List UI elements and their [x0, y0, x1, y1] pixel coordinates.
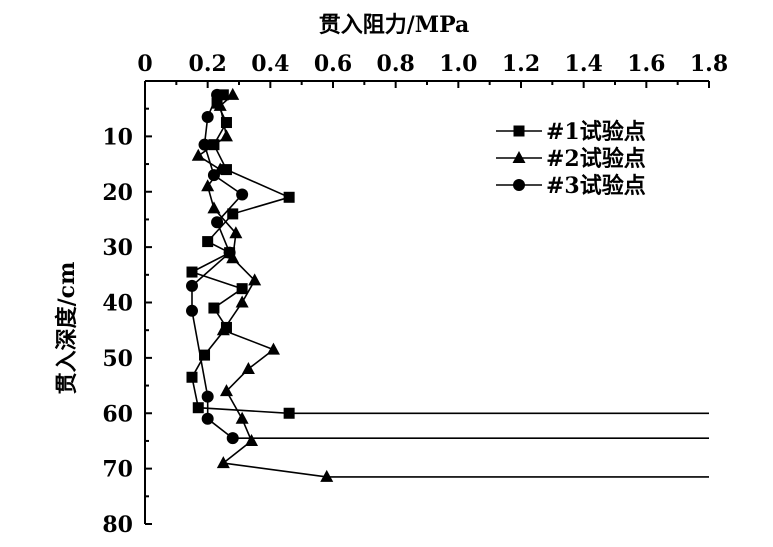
x-tick-label: 0.4	[251, 51, 289, 77]
y-tick-label: 50	[102, 346, 133, 372]
series-1-point	[217, 89, 229, 101]
legend-marker-1	[513, 125, 525, 137]
series-3-point	[198, 138, 211, 151]
x-tick-label: 1.2	[502, 51, 540, 77]
legend-marker-2	[512, 151, 526, 163]
series-2-point	[248, 273, 262, 286]
y-tick-label: 60	[102, 401, 133, 427]
x-tick-label: 0.6	[314, 51, 352, 77]
y-tick-label: 10	[102, 124, 133, 150]
series-1-point	[202, 236, 214, 248]
series-1-point	[236, 283, 248, 295]
series-3-point	[201, 390, 214, 403]
y-tick-label: 70	[102, 457, 133, 483]
series-3	[186, 88, 709, 445]
series-3-point	[236, 188, 249, 201]
series-2-point	[201, 179, 215, 192]
series-2-point	[229, 226, 243, 239]
x-axis-title: 贯入阻力/MPa	[319, 12, 470, 38]
series-1-point	[186, 266, 198, 278]
series-1-point	[208, 302, 220, 314]
series-layer	[186, 87, 709, 482]
y-tick-label: 40	[102, 291, 133, 317]
y-tick-label: 20	[102, 180, 133, 206]
series-3-point	[226, 432, 239, 445]
series-1-point	[220, 164, 232, 176]
axes-layer: 0 0.2 0.4 0.6 0.8 1.0 1.2 1.4 1.6 1.8 10 20 30 40 50 60…	[102, 51, 728, 538]
x-tick-label: 1.8	[690, 51, 728, 77]
y-tick-label: 30	[102, 235, 133, 261]
series-1-point	[220, 117, 232, 129]
series-2-point	[213, 98, 227, 111]
series-2-point	[235, 411, 249, 424]
series-2-point	[191, 148, 205, 161]
series-1-point	[192, 402, 204, 414]
series-1-point	[211, 97, 223, 109]
series-2-point	[235, 295, 249, 308]
series-3-point	[186, 279, 198, 292]
series-1-point	[199, 349, 211, 361]
series-2-point	[241, 361, 255, 374]
series-3-point	[211, 88, 224, 101]
legend-label-2: #2试验点	[546, 146, 646, 172]
series-2-point	[219, 384, 233, 397]
x-tick-label: 0	[137, 51, 152, 77]
x-tick-label: 1.0	[439, 51, 477, 77]
series-2-point	[216, 323, 230, 336]
series-2-point	[219, 129, 233, 142]
series-3-point	[223, 246, 236, 259]
x-tick-label: 0.8	[377, 51, 415, 77]
y-tick-label: 80	[102, 512, 133, 538]
x-tick-label: 1.6	[627, 51, 665, 77]
legend-marker-3	[513, 179, 525, 191]
series-1-point	[186, 371, 198, 383]
series-1-point	[283, 191, 295, 203]
series-2-point	[320, 469, 334, 482]
x-tick-label: 0.2	[189, 51, 227, 77]
series-2-point	[207, 201, 221, 214]
series-1-point	[283, 407, 295, 419]
series-2-point	[216, 456, 230, 469]
legend-label-3: #3试验点	[546, 173, 646, 199]
series-2-point	[226, 87, 240, 100]
series-3-point	[186, 304, 198, 317]
series-3-point	[207, 169, 220, 182]
series-2	[191, 87, 709, 482]
series-1-point	[227, 208, 239, 220]
y-axis-title: 贯入深度/cm	[54, 262, 80, 395]
series-1-point	[220, 321, 232, 333]
series-3-point	[201, 412, 214, 425]
x-tick-label: 1.4	[565, 51, 603, 77]
series-2-point	[245, 433, 259, 446]
legend: #1试验点#2试验点#3试验点	[496, 119, 646, 199]
series-2-point	[266, 342, 280, 355]
series-3-point	[201, 110, 214, 123]
legend-label-1: #1试验点	[546, 119, 646, 145]
series-3-point	[211, 216, 224, 229]
